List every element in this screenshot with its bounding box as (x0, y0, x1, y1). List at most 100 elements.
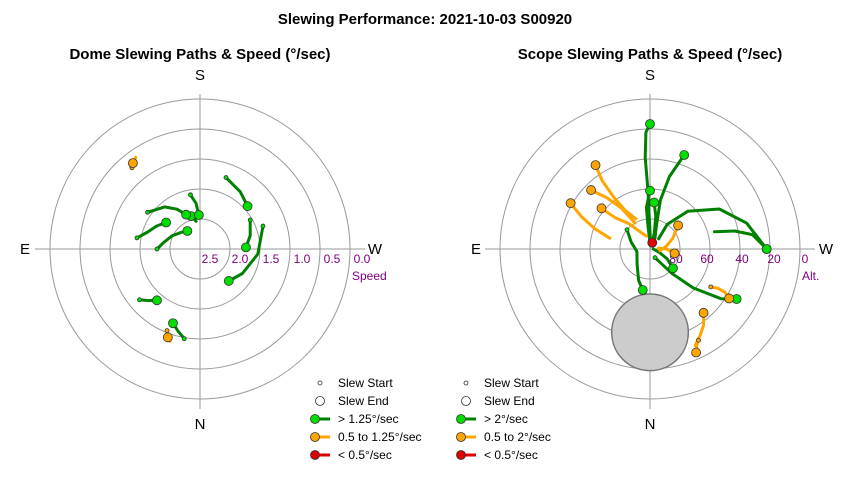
scope-slew-path (600, 206, 648, 238)
scope-slew-end (637, 285, 648, 295)
dome-slew-end (181, 209, 192, 220)
scope-slew-start (708, 284, 714, 290)
scope-legend-marker (456, 414, 466, 424)
scope-tick: 20 (767, 252, 781, 266)
dome-slew-start (181, 336, 187, 342)
scope-slew-path (589, 188, 637, 225)
scope-slew-end (590, 160, 601, 171)
dome-axis-label: Speed (352, 269, 387, 283)
scope-legend-marker (456, 450, 466, 460)
scope-dir-right: W (819, 241, 834, 258)
scope-slew-path (651, 247, 675, 270)
dome-slew-end (162, 332, 173, 343)
dome-slew-end (161, 217, 172, 228)
scope-slew-end (669, 248, 680, 259)
dome-legend-marker (310, 432, 320, 442)
dome-title: Dome Slewing Paths & Speed (°/sec) (69, 46, 330, 63)
dome-slew-end (223, 276, 234, 286)
dome-legend-start-marker (317, 380, 323, 386)
dome-dir-top: S (195, 67, 205, 84)
scope-legend: Slew Start Slew End > 2°/sec 0.5 to 2°/sec <… (456, 376, 551, 462)
scope-slew-path (712, 229, 769, 251)
scope-obstruction-disk (610, 293, 690, 372)
dome-slew-start (134, 235, 140, 241)
dome-legend-label: 0.5 to 1.25°/sec (338, 430, 422, 444)
dome-tick: 1.0 (294, 252, 311, 266)
dome-paths (127, 155, 266, 343)
scope-slew-path (644, 189, 652, 243)
scope-tick-labels: 80 60 40 20 0 (669, 252, 808, 266)
scope-legend-end-marker (461, 396, 471, 406)
scope-tick: 0 (802, 252, 809, 266)
scope-slew-end (761, 244, 772, 254)
dome-slew-path (146, 205, 188, 217)
dome-slew-path (155, 229, 189, 251)
dome-legend-marker (310, 450, 320, 460)
scope-panel: Scope Slewing Paths & Speed (°/sec) S N … (456, 46, 834, 462)
scope-slew-path (594, 163, 638, 221)
scope-legend-marker (456, 432, 466, 442)
dome-tick: 0.0 (354, 252, 371, 266)
scope-title: Scope Slewing Paths & Speed (°/sec) (518, 46, 782, 63)
figure-title: Slewing Performance: 2021-10-03 S00920 (278, 11, 572, 28)
dome-slew-start (247, 217, 253, 223)
dome-legend-label: < 0.5°/sec (338, 448, 392, 462)
dome-slew-path (135, 221, 168, 240)
dome-slew-start (188, 192, 193, 198)
dome-slew-start (137, 297, 142, 303)
scope-slew-end (645, 119, 655, 129)
scope-slew-end (645, 185, 655, 196)
dome-legend-label: Slew Start (338, 376, 393, 390)
dome-dir-bottom: N (195, 416, 206, 433)
scope-slew-end (586, 185, 596, 195)
dome-tick: 2.5 (202, 252, 219, 266)
dome-slew-start (154, 246, 160, 252)
scope-dir-left: E (471, 241, 481, 258)
dome-legend: Slew Start Slew End > 1.25°/sec 0.5 to 1.25… (310, 376, 422, 462)
scope-legend-label: Slew Start (484, 376, 539, 390)
scope-slew-path (643, 122, 653, 244)
dome-legend-label: Slew End (338, 394, 389, 408)
scope-slew-start (624, 227, 630, 233)
dome-slew-start (164, 328, 170, 333)
dome-slew-end (182, 226, 193, 236)
dome-slew-end (127, 158, 138, 169)
scope-slew-path (569, 201, 612, 240)
dome-slew-start (145, 209, 150, 215)
dome-legend-label: > 1.25°/sec (338, 412, 399, 426)
dome-tick: 0.5 (324, 252, 341, 266)
dome-legend-end-marker (315, 396, 325, 406)
scope-slew-end (724, 293, 735, 304)
dome-slew-start (260, 223, 266, 229)
scope-slew-end (673, 220, 683, 231)
dome-slew-start (223, 175, 229, 180)
scope-legend-label: < 0.5°/sec (484, 448, 538, 462)
scope-dir-top: S (645, 67, 655, 84)
scope-slew-path (657, 207, 769, 251)
scope-slew-path (625, 228, 645, 292)
dome-slew-end (241, 242, 251, 253)
scope-tick: 60 (700, 252, 714, 266)
scope-legend-label: > 2°/sec (484, 412, 528, 426)
scope-tick: 40 (735, 252, 749, 266)
scope-dir-bottom: N (645, 416, 656, 433)
scope-slew-end (668, 263, 678, 274)
dome-tick: 1.5 (263, 252, 280, 266)
scope-slew-start (652, 255, 658, 261)
dome-dir-right: W (368, 241, 383, 258)
dome-grid (35, 94, 365, 409)
scope-paths (565, 119, 772, 358)
scope-legend-label: 0.5 to 2°/sec (484, 430, 551, 444)
scope-legend-start-marker (463, 380, 469, 386)
scope-slew-end (596, 203, 607, 214)
scope-slew-end (565, 198, 576, 209)
scope-legend-label: Slew End (484, 394, 535, 408)
scope-slew-end (649, 197, 659, 208)
scope-slew-path (650, 201, 658, 245)
dome-dir-left: E (20, 241, 30, 258)
dome-tick-labels: 2.5 2.0 1.5 1.0 0.5 0.0 (202, 252, 371, 266)
dome-tick: 2.0 (232, 252, 249, 266)
dome-slew-end (193, 210, 204, 220)
scope-axis-label: Alt. (802, 269, 819, 283)
